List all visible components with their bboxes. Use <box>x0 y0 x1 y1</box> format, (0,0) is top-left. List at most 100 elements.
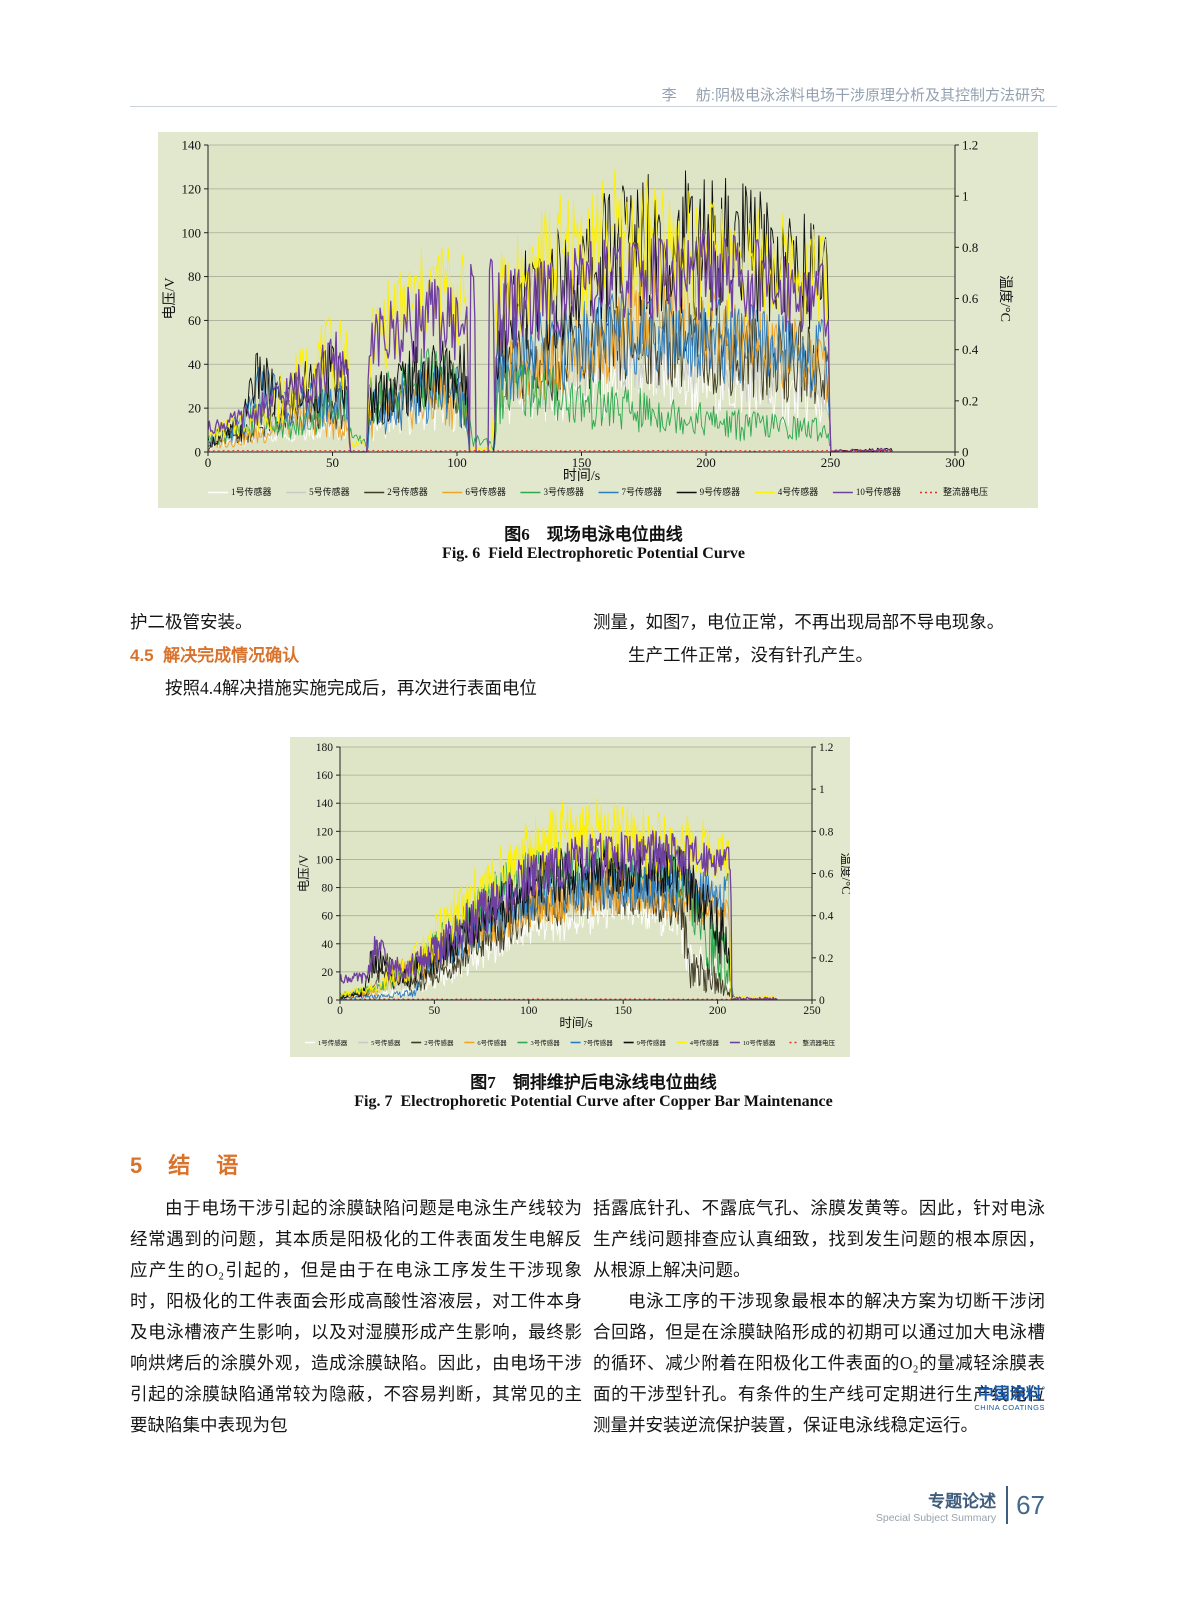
page-number: 67 <box>1016 1489 1045 1520</box>
x-tick-label: 150 <box>572 455 592 470</box>
x-tick-label: 200 <box>696 455 716 470</box>
legend-label: 5号传感器 <box>309 486 350 497</box>
chart-svg-1: 0 20 40 60 80 100 120 140 160 180 0 0.2 0.4 0.6 0.8 1 1.… <box>290 737 854 1057</box>
logo-trademark: ° <box>1041 1385 1045 1395</box>
conclusion-right-column: 括露底针孔、不露底气孔、涂膜发黄等。因此，针对电泳生产线问题排查应认真细致，找到… <box>593 1193 1045 1441</box>
chart-svg-0: 0 20 40 60 80 100 120 140 0 0.2 0.4 0.6 0.8 1 1.2 0 50 10… <box>158 132 1038 508</box>
mid-left-line1: 护二极管安装。 <box>130 612 253 632</box>
y-right-tick-label: 0.2 <box>819 953 834 965</box>
y-left-tick-label: 160 <box>316 770 334 782</box>
legend-label: 5号传感器 <box>371 1038 401 1047</box>
x-tick-label: 200 <box>709 1005 727 1017</box>
y-right-axis-title: 温度/°C <box>997 275 1013 322</box>
y-right-tick-label: 0.2 <box>962 393 978 408</box>
x-tick-label: 150 <box>615 1005 633 1017</box>
mid-right-column: 测量，如图7，电位正常，不再出现局部不导电现象。 生产工件正常，没有针孔产生。 <box>593 606 1045 672</box>
legend-label: 10号传感器 <box>743 1038 776 1047</box>
footer-section-label: 专题论述 Special Subject Summary <box>876 1487 996 1524</box>
figure7-chart: 0 20 40 60 80 100 120 140 160 180 0 0.2 0.4 0.6 0.8 1 1.… <box>290 737 854 1057</box>
figure6-caption-zh: 图6 现场电泳电位曲线 <box>504 525 683 544</box>
y-right-tick-label: 1.2 <box>962 138 978 153</box>
figure6-caption-en: Fig. 6 Field Electrophoretic Potential C… <box>442 545 745 562</box>
footer-en-label: Special Subject Summary <box>875 1511 997 1524</box>
y-right-tick-label: 0.8 <box>962 240 978 255</box>
y-left-tick-label: 100 <box>316 854 334 866</box>
legend-label: 3号传感器 <box>530 1038 560 1047</box>
series-line-6 <box>207 290 831 453</box>
x-axis-title: 时间/s <box>559 1016 592 1030</box>
y-left-tick-label: 0 <box>327 995 333 1007</box>
page-footer: 专题论述 Special Subject Summary 67 <box>745 1486 1045 1524</box>
legend-label: 7号传感器 <box>622 486 663 497</box>
conclusion-right-paragraph-1: 括露底针孔、不露底气孔、涂膜发黄等。因此，针对电泳生产线问题排查应认真细致，找到… <box>593 1198 1045 1280</box>
conclusion-left-paragraph: 由于电场干涉引起的涂膜缺陷问题是电泳生产线较为经常遇到的问题，其本质是阳极化的工… <box>130 1198 582 1435</box>
series-line-10 <box>339 998 778 1000</box>
y-left-axis-title: 电压/V <box>162 278 178 320</box>
legend-label: 1号传感器 <box>231 486 272 497</box>
x-tick-label: 250 <box>821 455 841 470</box>
series-line-6 <box>339 860 731 1001</box>
y-left-tick-label: 0 <box>195 445 202 460</box>
y-left-tick-label: 60 <box>322 911 334 923</box>
y-left-tick-label: 40 <box>188 357 201 372</box>
legend-label: 6号传感器 <box>477 1038 507 1047</box>
footer-zh-label: 专题论述 <box>928 1491 997 1511</box>
plot-area <box>208 145 955 452</box>
y-left-tick-label: 20 <box>322 967 334 979</box>
y-right-tick-label: 0 <box>819 995 825 1007</box>
x-tick-label: 50 <box>429 1005 441 1017</box>
x-tick-label: 0 <box>337 1005 343 1017</box>
legend-label: 3号传感器 <box>543 486 584 497</box>
y-left-tick-label: 80 <box>188 269 201 284</box>
series-line-8 <box>339 797 778 1001</box>
legend-label: 7号传感器 <box>584 1038 614 1047</box>
section-4-5-heading: 4.5 解决完成情况确认 <box>130 646 300 665</box>
y-left-tick-label: 120 <box>316 826 334 838</box>
legend-label: 9号传感器 <box>700 486 741 497</box>
y-right-tick-label: 1 <box>962 189 969 204</box>
legend-label: 4号传感器 <box>690 1038 720 1047</box>
x-tick-label: 100 <box>520 1005 538 1017</box>
y-right-tick-label: 1.2 <box>819 742 834 754</box>
y-right-tick-label: 0 <box>962 445 969 460</box>
logo-en-text: CHINA COATINGS <box>974 1402 1045 1412</box>
legend-label: 1号传感器 <box>318 1038 348 1047</box>
y-right-axis-title: 温度/°C <box>839 853 850 895</box>
conclusion-right-paragraph-2: 电泳工序的干涉现象最根本的解决方案为切断干涉闭合回路，但是在涂膜缺陷形成的初期可… <box>593 1291 1045 1435</box>
y-left-tick-label: 60 <box>188 313 201 328</box>
y-right-tick-label: 0.6 <box>962 291 979 306</box>
figure7-caption-en: Fig. 7 Electrophoretic Potential Curve a… <box>354 1093 833 1110</box>
legend-label: 整流器电压 <box>943 486 988 497</box>
section-5-heading: 5 结 语 <box>130 1153 241 1178</box>
legend-label: 2号传感器 <box>387 486 428 497</box>
header-title: 李 舫:阴极电泳涂料电场干涉原理分析及其控制方法研究 <box>661 87 1045 104</box>
legend-label: 2号传感器 <box>424 1038 454 1047</box>
header-rule <box>130 106 1057 107</box>
china-coatings-logo: 中国涂料° CHINA COATINGS <box>925 1386 1045 1412</box>
x-tick-label: 250 <box>803 1005 821 1017</box>
y-left-tick-label: 80 <box>322 883 334 895</box>
x-tick-label: 0 <box>205 455 212 470</box>
series-line-5 <box>207 348 831 452</box>
mid-left-line2: 按照4.4解决措施实施完成后，再次进行表面电位 <box>165 678 537 698</box>
series-line-10 <box>207 449 893 452</box>
series-line-9 <box>207 229 893 453</box>
series-line-9 <box>339 830 778 1001</box>
x-tick-label: 100 <box>447 455 467 470</box>
y-left-tick-label: 100 <box>182 225 202 240</box>
figure7-caption-zh: 图7 铜排维护后电泳线电位曲线 <box>470 1073 717 1092</box>
y-left-tick-label: 180 <box>316 742 334 754</box>
legend-label: 9号传感器 <box>637 1038 667 1047</box>
mid-right-line2: 生产工件正常，没有针孔产生。 <box>628 645 873 665</box>
x-tick-label: 300 <box>945 455 965 470</box>
y-right-tick-label: 1 <box>819 784 825 796</box>
x-axis-title: 时间/s <box>563 468 600 484</box>
mid-right-line1: 测量，如图7，电位正常，不再出现局部不导电现象。 <box>593 612 1005 632</box>
x-tick-label: 50 <box>326 455 339 470</box>
figure6-chart: 0 20 40 60 80 100 120 140 0 0.2 0.4 0.6 0.8 1 1.2 0 50 10… <box>158 132 1038 508</box>
y-left-tick-label: 140 <box>182 138 202 153</box>
y-left-axis-title: 电压/V <box>297 855 311 893</box>
legend-label: 4号传感器 <box>778 486 819 497</box>
y-right-tick-label: 0.4 <box>819 911 834 923</box>
